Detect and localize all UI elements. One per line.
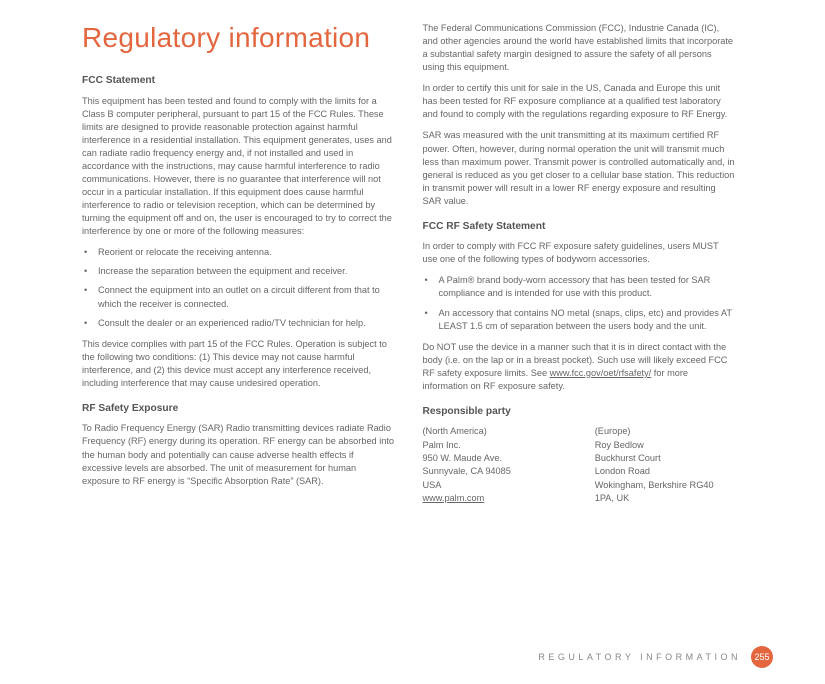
address-line: London Road	[595, 465, 735, 478]
fcc-rfsafety-link[interactable]: www.fcc.gov/oet/rfsafety/	[550, 368, 652, 378]
region-label: (Europe)	[595, 425, 735, 438]
right-column: The Federal Communications Commission (F…	[423, 22, 736, 650]
heading-fcc-statement: FCC Statement	[82, 74, 395, 88]
address-line: 950 W. Maude Ave.	[423, 452, 563, 465]
accessory-list: A Palm® brand body-worn accessory that h…	[423, 274, 736, 332]
address-line: USA	[423, 479, 563, 492]
list-item: Increase the separation between the equi…	[82, 265, 395, 278]
left-column: Regulatory information FCC Statement Thi…	[82, 22, 395, 650]
page-title: Regulatory information	[82, 22, 395, 54]
responsible-party-grid: (North America) Palm Inc. 950 W. Maude A…	[423, 425, 736, 505]
heading-fcc-rf-safety: FCC RF Safety Statement	[423, 220, 736, 234]
address-line: Roy Bedlow	[595, 439, 735, 452]
list-item: Reorient or relocate the receiving anten…	[82, 246, 395, 259]
rf-safety-body: To Radio Frequency Energy (SAR) Radio tr…	[82, 422, 395, 487]
heading-rf-safety-exposure: RF Safety Exposure	[82, 402, 395, 416]
address-line: Buckhurst Court	[595, 452, 735, 465]
page-footer: REGULATORY INFORMATION 255	[0, 646, 825, 668]
content-columns: Regulatory information FCC Statement Thi…	[82, 22, 735, 650]
heading-responsible-party: Responsible party	[423, 405, 736, 419]
responsible-party-na: (North America) Palm Inc. 950 W. Maude A…	[423, 425, 563, 505]
page: Regulatory information FCC Statement Thi…	[0, 0, 825, 684]
rf-agencies-body: The Federal Communications Commission (F…	[423, 22, 736, 74]
responsible-party-eu: (Europe) Roy Bedlow Buckhurst Court Lond…	[595, 425, 735, 505]
list-item: A Palm® brand body-worn accessory that h…	[423, 274, 736, 300]
fcc-statement-body: This equipment has been tested and found…	[82, 95, 395, 239]
address-line: Palm Inc.	[423, 439, 563, 452]
list-item: Consult the dealer or an experienced rad…	[82, 317, 395, 330]
fcc-part15-body: This device complies with part 15 of the…	[82, 338, 395, 390]
sar-measurement-body: SAR was measured with the unit transmitt…	[423, 129, 736, 207]
fcc-measure-list: Reorient or relocate the receiving anten…	[82, 246, 395, 329]
list-item: Connect the equipment into an outlet on …	[82, 284, 395, 310]
address-line: Wokingham, Berkshire RG40 1PA, UK	[595, 479, 735, 506]
region-label: (North America)	[423, 425, 563, 438]
list-item: An accessory that contains NO metal (sna…	[423, 307, 736, 333]
do-not-use-body: Do NOT use the device in a manner such t…	[423, 341, 736, 393]
palm-website-link[interactable]: www.palm.com	[423, 492, 563, 505]
address-line: Sunnyvale, CA 94085	[423, 465, 563, 478]
fcc-rf-intro: In order to comply with FCC RF exposure …	[423, 240, 736, 266]
footer-section-label: REGULATORY INFORMATION	[538, 652, 741, 662]
page-number-badge: 255	[751, 646, 773, 668]
rf-certify-body: In order to certify this unit for sale i…	[423, 82, 736, 121]
